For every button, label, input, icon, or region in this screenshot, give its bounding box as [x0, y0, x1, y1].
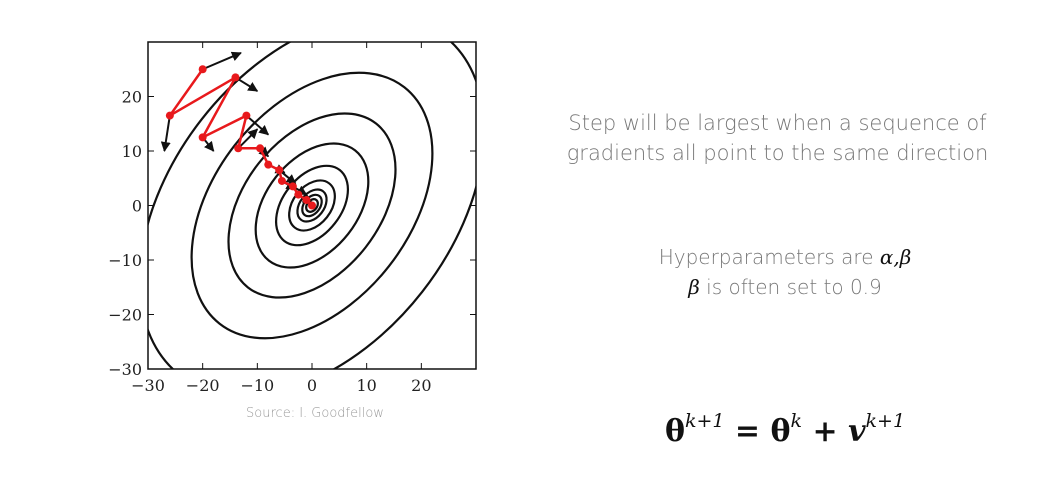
trajectory-point	[165, 111, 174, 120]
y-tick-label: −20	[108, 306, 142, 325]
gradient-arrow	[160, 115, 171, 152]
x-tick-label: −10	[240, 376, 274, 395]
contour-plot: −30 −20 −10 0 10 20 20 10 0 −10 −20 −30	[0, 0, 500, 440]
y-tick-label: −10	[108, 251, 142, 270]
y-tick-label: −30	[108, 360, 142, 379]
step-description: Step will be largest when a sequence of …	[505, 108, 1050, 168]
trajectory-point	[264, 160, 273, 169]
exp-v: k+1	[865, 410, 906, 432]
trajectory-point	[308, 201, 316, 210]
trajectory-point	[234, 144, 243, 153]
gradient-arrow	[234, 76, 259, 92]
x-tick-label: 20	[411, 376, 431, 395]
beta-note: is often set to 0.9	[699, 275, 882, 299]
x-tick-label: 10	[356, 376, 376, 395]
step-line-1: Step will be largest when a sequence of	[568, 111, 987, 135]
x-tick-label: −30	[131, 376, 165, 395]
trajectory-point	[198, 133, 207, 142]
hyperparameter-text: Hyperparameters are α,β β is often set t…	[560, 242, 1010, 302]
y-tick-label: 10	[122, 142, 142, 161]
update-formula: θk+1 = θk + vk+1	[560, 410, 1010, 449]
exp-lhs: k+1	[684, 410, 725, 432]
axis-ticks: −30 −20 −10 0 10 20 20 10 0 −10 −20 −30	[108, 42, 476, 395]
gradient-arrow	[245, 114, 270, 136]
trajectory-point	[277, 176, 286, 185]
equals-sign: =	[724, 414, 771, 449]
contour-ellipse	[254, 142, 370, 269]
comma: ,	[893, 245, 900, 269]
x-tick-label: −20	[186, 376, 220, 395]
trajectory-point	[198, 65, 207, 74]
beta-symbol: β	[899, 245, 912, 269]
trajectory-point	[302, 196, 311, 205]
trajectory-point	[231, 73, 240, 82]
contour-lines	[148, 42, 476, 369]
hyper-line-1: Hyperparameters are α,β	[560, 242, 1010, 272]
alpha-symbol: α	[879, 245, 894, 269]
velocity-symbol: v	[848, 414, 866, 449]
hyper-prefix: Hyperparameters are	[658, 245, 880, 269]
trajectory-point	[294, 190, 303, 199]
trajectory	[165, 65, 316, 210]
theta-rhs: θ	[770, 414, 791, 449]
theta-lhs: θ	[664, 414, 685, 449]
source-label: Source: I. Goodfellow	[246, 406, 384, 421]
plus-sign: +	[802, 414, 849, 449]
trajectory-point	[242, 111, 251, 120]
step-line-2: gradients all point to the same directio…	[566, 141, 989, 165]
plot-svg: −30 −20 −10 0 10 20 20 10 0 −10 −20 −30	[108, 41, 477, 395]
x-tick-label: 0	[307, 376, 317, 395]
trajectory-point	[256, 144, 265, 153]
contour-ellipse	[227, 112, 397, 299]
gradient-arrow	[202, 51, 242, 71]
trajectory-point	[288, 182, 297, 191]
contour-ellipse	[190, 71, 434, 340]
contour-ellipse	[148, 42, 476, 369]
trajectory-point	[275, 166, 284, 175]
y-tick-label: 0	[132, 197, 142, 216]
hyper-line-2: β is often set to 0.9	[560, 272, 1010, 302]
beta-symbol-2: β	[688, 275, 700, 299]
y-tick-label: 20	[122, 88, 142, 107]
gradient-arrow	[237, 128, 259, 149]
exp-rhs: k	[790, 410, 803, 432]
